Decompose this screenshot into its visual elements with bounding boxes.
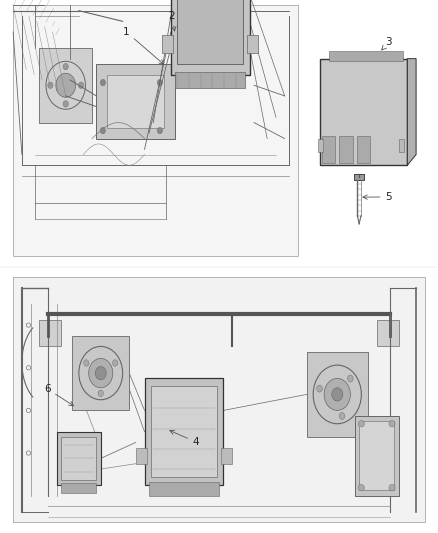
Bar bbox=[39, 320, 61, 346]
Bar bbox=[307, 352, 368, 437]
Ellipse shape bbox=[98, 390, 103, 397]
Ellipse shape bbox=[84, 360, 89, 366]
Text: 3: 3 bbox=[381, 37, 392, 50]
Ellipse shape bbox=[358, 421, 364, 427]
Bar bbox=[149, 482, 219, 496]
Bar bbox=[57, 432, 101, 485]
Bar bbox=[61, 483, 96, 493]
Ellipse shape bbox=[157, 79, 162, 86]
Ellipse shape bbox=[317, 385, 322, 392]
Ellipse shape bbox=[389, 484, 395, 491]
Bar bbox=[175, 72, 245, 88]
Bar bbox=[177, 0, 243, 64]
Bar bbox=[13, 277, 425, 522]
Ellipse shape bbox=[100, 79, 106, 86]
Bar bbox=[162, 35, 173, 53]
Bar bbox=[145, 378, 223, 485]
Ellipse shape bbox=[347, 375, 353, 382]
Bar bbox=[322, 136, 335, 163]
Ellipse shape bbox=[63, 63, 68, 70]
Bar bbox=[318, 139, 323, 152]
Ellipse shape bbox=[78, 82, 84, 88]
Ellipse shape bbox=[332, 388, 343, 401]
Bar bbox=[359, 421, 394, 490]
Bar bbox=[399, 139, 404, 152]
Ellipse shape bbox=[63, 101, 68, 107]
Bar bbox=[96, 64, 175, 139]
Bar bbox=[320, 59, 407, 165]
Bar bbox=[13, 5, 298, 256]
Text: 4: 4 bbox=[170, 430, 199, 447]
Bar bbox=[151, 386, 217, 477]
Ellipse shape bbox=[358, 484, 364, 491]
Bar bbox=[221, 448, 232, 464]
Ellipse shape bbox=[324, 378, 350, 410]
Bar bbox=[355, 416, 399, 496]
Text: 6: 6 bbox=[44, 384, 74, 406]
Ellipse shape bbox=[48, 82, 53, 88]
Text: 2: 2 bbox=[169, 11, 176, 31]
Ellipse shape bbox=[56, 73, 76, 98]
Bar bbox=[357, 136, 370, 163]
Bar bbox=[39, 48, 92, 123]
Ellipse shape bbox=[113, 360, 118, 366]
Ellipse shape bbox=[339, 413, 345, 419]
Polygon shape bbox=[407, 59, 416, 165]
Bar bbox=[61, 437, 96, 480]
Text: 1: 1 bbox=[123, 27, 164, 64]
Bar bbox=[72, 336, 129, 410]
Ellipse shape bbox=[157, 127, 162, 134]
Bar bbox=[354, 174, 364, 180]
Bar bbox=[107, 75, 164, 128]
Text: 5: 5 bbox=[363, 192, 392, 202]
Bar bbox=[136, 448, 147, 464]
Ellipse shape bbox=[95, 367, 106, 379]
Bar bbox=[171, 0, 250, 75]
Ellipse shape bbox=[100, 127, 106, 134]
Ellipse shape bbox=[88, 358, 113, 387]
Bar bbox=[247, 35, 258, 53]
Bar bbox=[377, 320, 399, 346]
Ellipse shape bbox=[389, 421, 395, 427]
Bar bbox=[328, 51, 403, 61]
Bar bbox=[339, 136, 353, 163]
